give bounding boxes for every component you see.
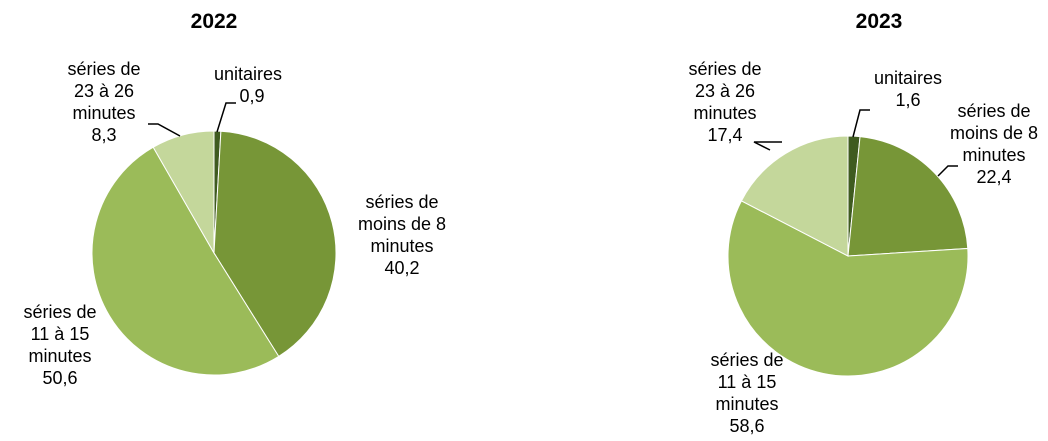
slice-label-line: minutes — [370, 236, 433, 256]
pie-slice-series-11-15 — [91, 146, 280, 376]
slice-label-line: séries de — [710, 350, 783, 370]
slice-label-line: minutes — [693, 103, 756, 123]
slice-label-unitaires: unitaires 0,9 — [214, 64, 282, 106]
leader-line-unitaires — [852, 109, 870, 138]
slice-label-line: unitaires — [214, 64, 282, 84]
slice-label-line: minutes — [72, 103, 135, 123]
slice-label-series-23-26: séries de 23 à 26 minutes 17,4 — [688, 59, 761, 145]
slice-label-line: 23 à 26 — [74, 81, 134, 101]
slice-value: 50,6 — [42, 368, 77, 388]
slice-label-line: séries de — [957, 101, 1030, 121]
pie-slice-series-23-26 — [740, 135, 849, 257]
slice-label-line: 11 à 15 — [718, 372, 777, 392]
chart-title-2023: 2023 — [855, 10, 903, 33]
chart-2022: 2022 unitaires 0,9 séries de moins de 8 minu… — [0, 0, 520, 441]
slice-label-series-11-15: séries de 11 à 15 minutes 50,6 — [23, 302, 96, 388]
slice-value: 40,2 — [384, 258, 419, 278]
slice-value: 0,9 — [239, 86, 264, 106]
slice-label-line: 11 à 15 — [31, 324, 90, 344]
slice-label-series-23-26: séries de 23 à 26 minutes 8,3 — [67, 59, 140, 145]
slice-value: 58,6 — [729, 416, 764, 436]
leader-line-unitaires — [216, 102, 236, 133]
chart-title-2022: 2022 — [190, 10, 238, 33]
slice-label-line: minutes — [715, 394, 778, 414]
pie-slice-series-moins-8 — [847, 136, 969, 257]
slice-label-line: séries de — [688, 59, 761, 79]
slice-label-line: 23 à 26 — [695, 81, 755, 101]
pie-slice-series-moins-8 — [213, 130, 337, 358]
slice-label-series-moins-8: séries de moins de 8 minutes 22,4 — [950, 101, 1038, 187]
slice-label-line: séries de — [67, 59, 140, 79]
leader-line-series-23-26 — [753, 141, 782, 151]
slice-label-series-11-15: séries de 11 à 15 minutes 58,6 — [710, 350, 783, 436]
slice-label-line: unitaires — [874, 68, 942, 88]
slice-label-unitaires: unitaires 1,6 — [874, 68, 942, 110]
slice-label-series-moins-8: séries de moins de 8 minutes 40,2 — [358, 192, 446, 278]
slice-label-line: séries de — [365, 192, 438, 212]
slice-value: 1,6 — [895, 90, 920, 110]
pie-slice-series-11-15 — [727, 200, 969, 377]
slice-label-line: moins de 8 — [950, 123, 1038, 143]
slice-label-line: minutes — [28, 346, 91, 366]
slice-label-line: minutes — [962, 145, 1025, 165]
slice-value: 17,4 — [707, 125, 742, 145]
slice-value: 8,3 — [91, 125, 116, 145]
chart-2023: 2023 unitaires 1,6 séries de moins de 8 minu… — [524, 0, 1048, 441]
leader-line-series-moins-8 — [937, 165, 958, 177]
slice-label-line: moins de 8 — [358, 214, 446, 234]
leader-line-series-23-26 — [148, 123, 181, 137]
slice-label-line: séries de — [23, 302, 96, 322]
pie-slice-series-23-26 — [152, 130, 215, 255]
slice-value: 22,4 — [976, 167, 1011, 187]
